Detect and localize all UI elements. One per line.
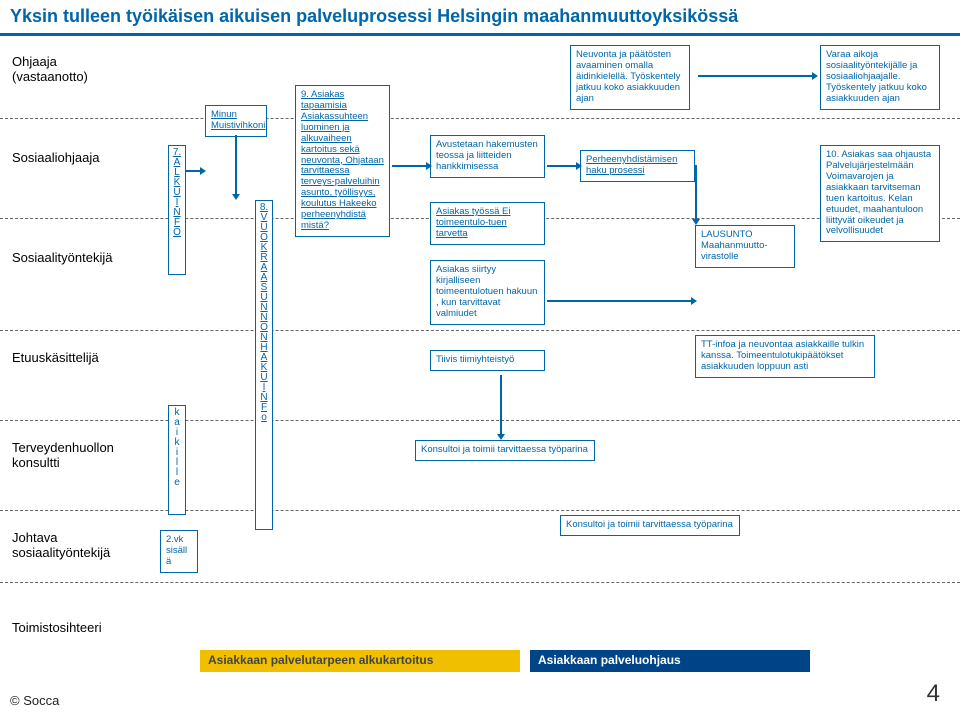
arrow [186,170,201,172]
box-tyossa: Asiakas työssä Ei toimeentulo-tuen tarve… [430,202,545,245]
box-avustetaan: Avustetaan hakemusten teossa ja liitteid… [430,135,545,178]
lane-6: Johtava sosiaalityöntekijä [0,526,122,564]
arrow [547,165,577,167]
lane-divider [0,582,960,583]
box-alkuinfo: 7. A L K U I N F O [168,145,186,275]
lane-divider [0,510,960,511]
box-konsultoi-1: Konsultoi ja toimii tarvittaessa työpari… [415,440,595,461]
band-blue: Asiakkaan palveluohjaus [530,650,810,672]
band-yellow: Asiakkaan palvelutarpeen alkukartoitus [200,650,520,672]
arrow [695,165,697,220]
box-muistivihko: Minun Muistivihkoni [205,105,267,137]
lane-4: Etuuskäsittelijä [0,346,111,369]
arrow [547,300,692,302]
page-title: Yksin tulleen työikäisen aikuisen palvel… [0,0,960,36]
lane-divider [0,330,960,331]
copyright: © Socca [10,693,59,708]
lane-3: Sosiaalityöntekijä [0,246,124,269]
box-varaa: Varaa aikoja sosiaalityöntekijälle ja so… [820,45,940,110]
box-tiimi: Tiivis tiimiyhteistyö [430,350,545,371]
box-neuvonta: Neuvonta ja päätösten avaaminen omalla ä… [570,45,690,110]
box-perheen: Perheenyhdistämisen haku prosessi [580,150,695,182]
box-siirtyy: Asiakas siirtyy kirjalliseen toimeentulo… [430,260,545,325]
arrow [235,135,237,195]
lane-7: Toimistosihteeri [0,616,114,639]
box-2vk: 2.vk sisäll ä [160,530,198,573]
box-ttinfo: TT-infoa ja neuvontaa asiakkaille tulkin… [695,335,875,378]
box-tapaamisia: 9. Asiakas tapaamisia Asiakassuhteen luo… [295,85,390,237]
box-konsultoi-2: Konsultoi ja toimii tarvittaessa työpari… [560,515,740,536]
arrow [698,75,813,77]
box-kaikille: k a i k i l l e [168,405,186,515]
box-lausunto: LAUSUNTO Maahanmuutto-virastolle [695,225,795,268]
page-number: 4 [927,680,940,708]
lane-1: Ohjaaja (vastaanotto) [0,50,100,88]
arrow [392,165,427,167]
box-ohjausta: 10. Asiakas saa ohjausta Palvelujärjeste… [820,145,940,242]
lane-divider [0,118,960,119]
lane-divider [0,420,960,421]
box-vuokra: 8. V U O K R A A S U N N O N H A K U I N… [255,200,273,530]
lane-5: Terveydenhuollon konsultti [0,436,126,474]
arrow [500,375,502,435]
lane-2: Sosiaaliohjaaja [0,146,111,169]
